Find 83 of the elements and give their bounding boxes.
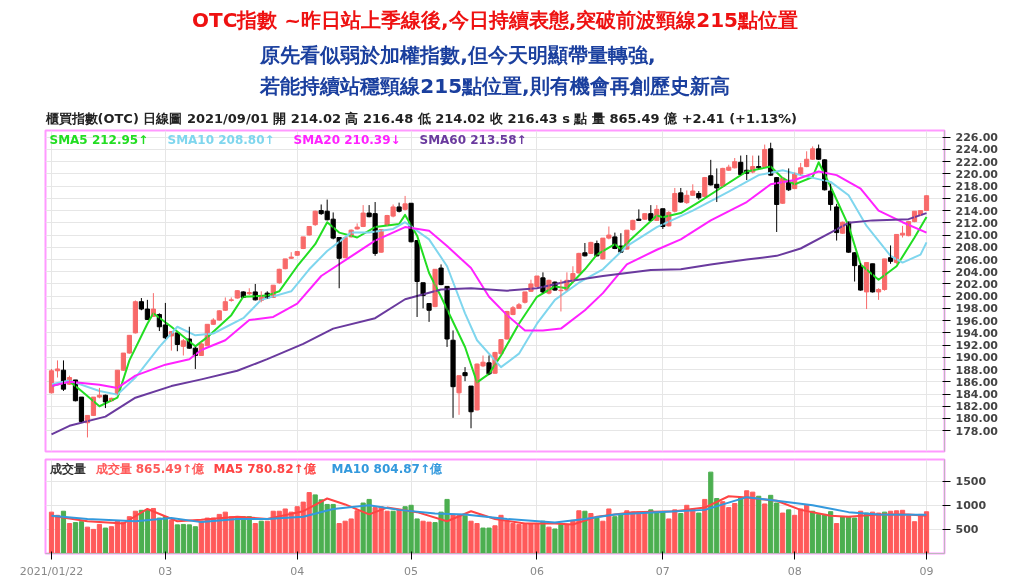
x-tick-label: 06 (529, 564, 544, 578)
text: SMA20 210.39↓ (293, 132, 401, 147)
bar (696, 512, 702, 554)
bar (678, 512, 684, 554)
bar (258, 520, 264, 554)
y-tick-label: 208.00 (955, 241, 999, 255)
bar (756, 495, 762, 554)
candlestick (306, 225, 312, 237)
bar (738, 497, 744, 554)
y-tick-label: 190.00 (955, 351, 999, 365)
text: MA10 804.87↑億 (331, 461, 443, 476)
y-tick-label: 192.00 (955, 339, 999, 353)
candlestick (294, 250, 300, 257)
y-tick-label: 188.00 (955, 363, 999, 377)
candlestick (642, 213, 648, 221)
candlestick (300, 236, 306, 250)
y-tick-label: 184.00 (955, 388, 999, 402)
x-tick-label: 07 (655, 564, 670, 578)
y-tick-label: 218.00 (955, 180, 999, 194)
candlestick (672, 187, 678, 213)
bar (252, 523, 258, 554)
y-tick-label: 194.00 (955, 326, 999, 340)
candlestick (432, 268, 438, 308)
bar (168, 519, 174, 554)
y-axis-title: 成交量 (48, 461, 86, 476)
x-tick-label: 2021/01/22 (19, 564, 84, 578)
line-series (50, 212, 928, 436)
bar (102, 527, 109, 554)
x-tick-label: 08 (787, 564, 802, 578)
y-tick-label: 222.00 (955, 155, 999, 169)
candlestick (702, 176, 708, 198)
x-tick-label: 03 (158, 564, 173, 578)
y-tick-label: 216.00 (955, 192, 999, 206)
bar (66, 523, 73, 554)
text: SMA5 212.95↑ (49, 132, 149, 147)
bar (834, 523, 840, 554)
y-tick-label: 210.00 (955, 229, 999, 243)
bar (881, 511, 888, 554)
y-tick-label: 1500 (955, 475, 987, 489)
bar (546, 526, 552, 554)
bar (786, 509, 792, 554)
bar (582, 510, 588, 554)
y-tick-label: 220.00 (955, 167, 999, 181)
y-tick-label: 224.00 (955, 143, 999, 157)
candlestick (696, 190, 702, 201)
y-tick-label: 180.00 (955, 412, 999, 426)
candlestick (312, 210, 318, 227)
y-tick-label: 200.00 (955, 290, 999, 304)
bar (588, 512, 594, 554)
x-tick-label: 09 (919, 564, 934, 578)
y-tick-label: 182.00 (955, 400, 999, 414)
y-tick-label: 226.00 (955, 131, 999, 145)
candlestick (678, 187, 684, 204)
text: SMA60 213.58↑ (419, 132, 527, 147)
y-tick-label: 196.00 (955, 314, 999, 328)
chart-subtitle: 原先看似弱於加權指數,但今天明顯帶量轉強, 若能持續站穩頸線215點位置,則有機會再創歷史新高 (259, 43, 730, 99)
y-tick-label: 186.00 (955, 375, 999, 389)
text: SMA10 208.80↑ (167, 132, 275, 147)
y-tick-label: 212.00 (955, 216, 999, 230)
y-tick-label: 214.00 (955, 204, 999, 218)
bar (390, 510, 396, 554)
y-tick-label: 500 (955, 523, 979, 537)
candlestick (630, 219, 636, 232)
x-tick-label: 05 (404, 564, 419, 578)
text: 櫃買指數(OTC) 日線圖 2021/09/01 開 214.02 高 216.48 低 214.02 收 216.43 s 點 量 865.49 億 +2.41 (+1.13%) (44, 110, 798, 126)
bar (396, 509, 402, 554)
chart-title: OTC指數 ~昨日站上季線後,今日持續表態,突破前波頸線215點位置 (192, 7, 799, 32)
y-tick-label: 204.00 (955, 265, 999, 279)
y-tick-label: 178.00 (955, 424, 999, 438)
bar (780, 512, 786, 554)
bar (762, 503, 768, 554)
text: 成交量 865.49↑億 (94, 461, 206, 476)
y-tick-label: 206.00 (955, 253, 999, 267)
candlestick (228, 296, 234, 303)
x-tick-label: 04 (290, 564, 305, 578)
y-tick-label: 202.00 (955, 277, 999, 291)
y-tick-label: 198.00 (955, 302, 999, 316)
y-tick-label: 1000 (955, 499, 987, 513)
bar (702, 498, 708, 554)
bar (462, 515, 468, 554)
text: MA5 780.82↑億 (213, 461, 317, 476)
bar (594, 517, 600, 554)
candlestick (276, 268, 282, 285)
